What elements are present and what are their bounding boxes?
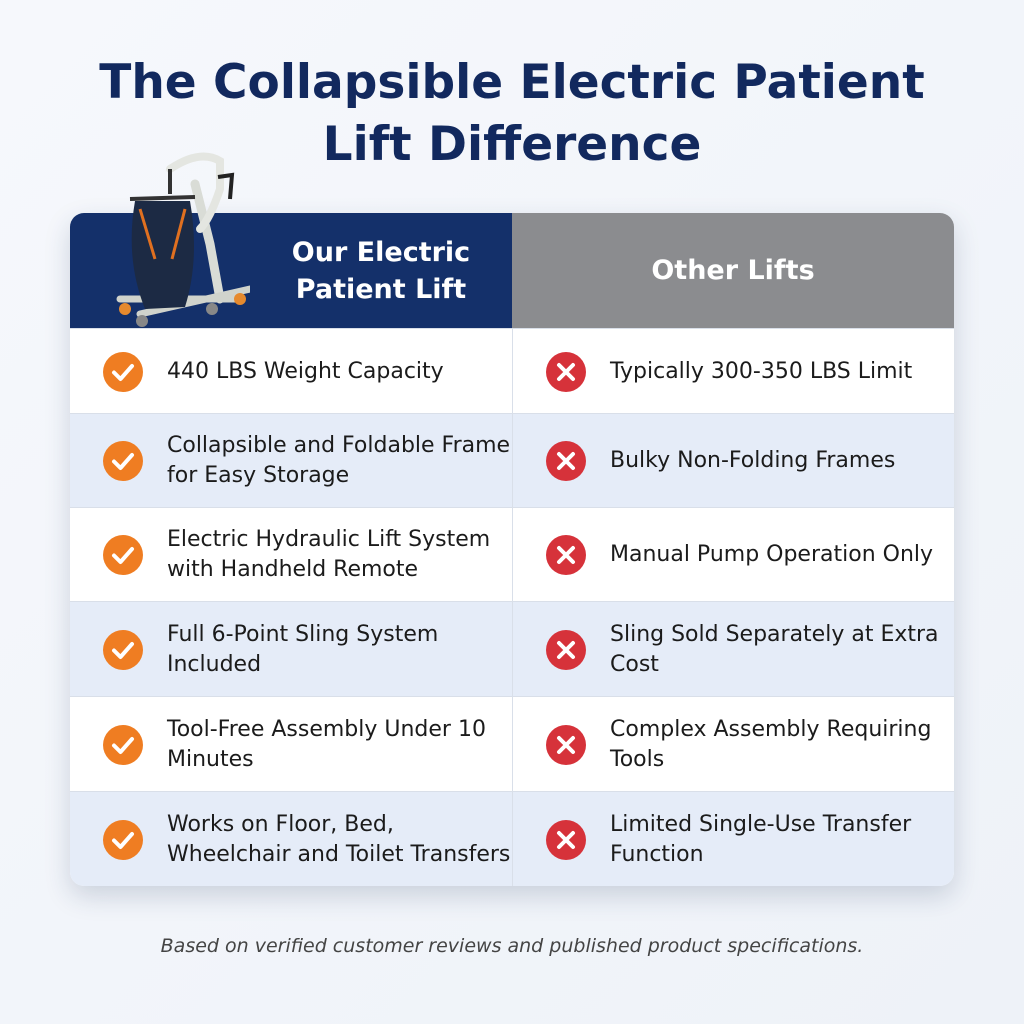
feature-text: Complex Assembly Requiring Tools — [610, 716, 932, 772]
cross-icon-svg — [546, 441, 586, 481]
header-text: Our Electric Patient Lift — [291, 236, 471, 305]
check-icon-svg — [103, 819, 143, 860]
column-divider — [512, 328, 513, 886]
feature-text: Manual Pump Operation Only — [610, 542, 934, 567]
check-icon-svg — [103, 535, 143, 575]
check-icon-svg — [103, 351, 143, 392]
feature-text: Bulky Non-Folding Frames — [610, 448, 896, 473]
cross-icon — [545, 724, 587, 770]
header-others: Other Lifts — [512, 213, 954, 328]
feature-ours: Collapsible and Foldable Frame for Easy … — [167, 414, 512, 508]
feature-others: Sling Sold Separately at Extra Cost — [610, 602, 940, 697]
feature-text: Typically 300-350 LBS Limit — [610, 358, 913, 384]
cross-icon-svg — [546, 629, 586, 670]
comparison-table: Our Electric Patient Lift Other Lifts 44… — [70, 152, 954, 886]
feature-text: Full 6-Point Sling System Included — [167, 621, 439, 677]
feature-text: Electric Hydraulic Lift System with Hand… — [167, 527, 491, 582]
cross-icon-svg — [546, 724, 586, 765]
check-icon-svg — [103, 441, 143, 481]
check-icon — [102, 351, 144, 397]
feature-ours: Works on Floor, Bed, Wheelchair and Toil… — [167, 792, 512, 886]
feature-others: Limited Single-Use Transfer Function — [610, 792, 940, 886]
cross-icon-svg — [546, 351, 586, 392]
footer-note: Based on verified customer reviews and p… — [160, 935, 864, 957]
feature-text: Sling Sold Separately at Extra Cost — [610, 621, 939, 677]
check-icon — [102, 819, 144, 865]
check-icon — [102, 724, 144, 770]
feature-text: 440 LBS Weight Capacity — [167, 358, 444, 384]
cross-icon — [545, 534, 587, 580]
table-row: 440 LBS Weight Capacity Typically 300-350… — [70, 328, 954, 414]
feature-ours: Full 6-Point Sling System Included — [167, 602, 512, 697]
header-text: Other Lifts — [651, 255, 815, 286]
check-icon — [102, 629, 144, 675]
feature-ours: 440 LBS Weight Capacity — [167, 329, 512, 414]
feature-others: Manual Pump Operation Only — [610, 508, 940, 602]
table-body: Our Electric Patient Lift Other Lifts 44… — [70, 213, 954, 886]
feature-others: Bulky Non-Folding Frames — [610, 414, 940, 508]
cross-icon — [545, 819, 587, 865]
cross-icon — [545, 351, 587, 397]
feature-ours: Tool-Free Assembly Under 10 Minutes — [167, 697, 512, 792]
feature-text: Works on Floor, Bed, Wheelchair and Toil… — [167, 811, 511, 867]
check-icon — [102, 440, 144, 486]
feature-text: Collapsible and Foldable Frame for Easy … — [167, 433, 511, 488]
check-icon — [102, 534, 144, 580]
cross-icon-svg — [546, 819, 586, 860]
check-icon-svg — [103, 724, 143, 765]
table-row: Electric Hydraulic Lift System with Hand… — [70, 507, 954, 602]
title-line: Lift Difference — [322, 117, 702, 172]
product-image — [116, 152, 250, 327]
feature-others: Typically 300-350 LBS Limit — [610, 329, 940, 414]
cross-icon-svg — [546, 535, 586, 575]
feature-ours: Electric Hydraulic Lift System with Hand… — [167, 508, 512, 602]
cross-icon — [545, 629, 587, 675]
cross-icon — [545, 440, 587, 486]
check-icon-svg — [103, 629, 143, 670]
title: The Collapsible Electric Patient Lift Di… — [0, 52, 1024, 176]
feature-others: Complex Assembly Requiring Tools — [610, 697, 940, 792]
title-line: The Collapsible Electric Patient — [99, 55, 925, 110]
feature-text: Tool-Free Assembly Under 10 Minutes — [167, 716, 486, 772]
feature-text: Limited Single-Use Transfer Function — [610, 811, 912, 867]
